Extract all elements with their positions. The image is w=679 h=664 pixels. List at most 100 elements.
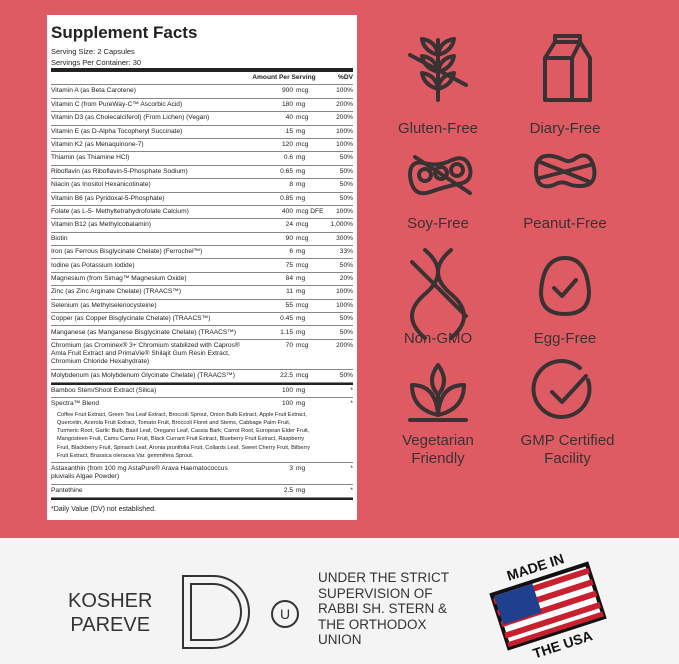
nutrient-name: Manganese (as Manganese Bisglycinate Che…	[51, 328, 237, 336]
nutrient-dv: 100%	[336, 301, 353, 309]
facts-title: Supplement Facts	[51, 23, 198, 42]
nutrient-row: Spectra™ Blend 100 mg *	[51, 398, 353, 410]
nutrient-amount: 100	[281, 400, 293, 408]
nutrient-dv: 100%	[336, 208, 353, 215]
nutrient-dv: *	[350, 486, 353, 494]
nutrient-row: Pantethine 2.5 mg *	[51, 485, 353, 498]
nutrient-unit: mcg	[296, 234, 309, 242]
nutrient-name: Vitamin C (from PureWay-C™ Ascorbic Acid…	[51, 100, 183, 108]
nutrient-row: Astaxanthin (from 100 mg AstaPure® Arava…	[51, 463, 353, 485]
nutrient-unit: mg	[296, 288, 306, 296]
nutrient-name: Bamboo Stem/Shoot Extract (Silica)	[51, 387, 157, 395]
nutrient-row: Biotin 90 mcg 300%	[51, 233, 353, 247]
nutrient-unit: mg	[296, 465, 306, 473]
badge-icons	[408, 34, 597, 422]
nutrient-unit: mcg	[296, 341, 309, 349]
nutrient-row: Vitamin B12 (as Methylcobalamin) 24 mcg 1,0…	[51, 219, 353, 233]
nutrient-name: Magnesium (from Simag™ Magnesium Oxide)	[51, 274, 187, 282]
serving-size: Serving Size: 2 Capsules	[51, 47, 135, 56]
badge-label: Gluten-Free	[397, 120, 479, 137]
kosher-line: KOSHER	[68, 590, 153, 612]
nutrient-row: Magnesium (from Simag™ Magnesium Oxide) 8…	[51, 273, 353, 287]
nutrient-name: Niacin (as Inositol Hexanicotinate)	[51, 181, 151, 189]
statement-line: RABBI SH. STERN &	[318, 601, 448, 616]
nutrient-dv: 50%	[339, 371, 353, 379]
badge-label: GMP Certified Facility	[520, 432, 615, 467]
soy-icon	[408, 155, 473, 196]
nutrient-unit: mcg DFE	[296, 208, 324, 215]
nutrient-dv: 1,000%	[330, 221, 353, 229]
wheat-icon	[408, 37, 468, 102]
nutrient-dv: *	[350, 465, 353, 473]
nutrient-dv: 300%	[336, 234, 353, 242]
nutrient-unit: mcg	[296, 114, 309, 122]
badge-label: Peanut-Free	[523, 215, 607, 232]
nutrient-amount: 22.5	[280, 371, 293, 379]
nutrient-unit: mcg	[296, 87, 309, 95]
nutrient-row: Riboflavin (as Riboflavin-5-Phosphate So…	[51, 166, 353, 180]
nutrient-amount: 55	[285, 301, 293, 309]
nutrient-amount: 90	[285, 234, 293, 242]
nutrient-dv: 50%	[339, 328, 353, 336]
nutrient-unit: mg	[296, 248, 306, 256]
nutrient-dv: 33%	[339, 248, 353, 256]
badge-label: Egg-Free	[533, 330, 597, 347]
nutrient-row: Iodine (as Potassium Iodide) 75 mcg 50%	[51, 259, 353, 273]
nutrient-dv: 100%	[336, 141, 353, 149]
nutrient-dv: 50%	[339, 261, 353, 269]
nutrient-dv: 50%	[339, 181, 353, 189]
nutrient-dv: 100%	[336, 127, 353, 135]
nutrient-row: Iron (as Ferrous Bisglycinate Chelate) (…	[51, 246, 353, 260]
egg-icon	[539, 256, 591, 316]
nutrient-unit: mcg	[296, 141, 309, 149]
nutrient-name: Selenium (as Methylselenocysteine)	[51, 301, 157, 309]
nutrient-name: Biotin	[51, 234, 68, 242]
nutrient-name: Pantethine	[51, 486, 83, 494]
nutrient-amount: 0.6	[283, 154, 293, 162]
badge-label: Soy-Free	[407, 215, 469, 232]
nutrient-name: Vitamin E (as D-Alpha Tocopheryl Succina…	[51, 127, 183, 135]
nutrient-dv: 200%	[336, 114, 353, 122]
dv-header: %DV	[337, 74, 353, 82]
nutrient-amount: 40	[285, 114, 293, 122]
nutrient-unit: mcg	[296, 221, 309, 229]
nutrient-dv: 20%	[339, 274, 353, 282]
nutrient-name: Vitamin B12 (as Methylcobalamin)	[51, 221, 151, 229]
nutrient-row: Vitamin E (as D-Alpha Tocopheryl Succina…	[51, 126, 353, 139]
nutrient-unit: mg	[296, 181, 306, 189]
footnote: *Daily Value (DV) not established.	[51, 505, 156, 513]
nutrient-unit: mg	[296, 387, 306, 395]
nutrient-name: Riboflavin (as Riboflavin-5-Phosphate So…	[51, 167, 188, 175]
nutrient-name: Chromium (as Crominex® 3+ Chromium stabi…	[51, 341, 240, 366]
nutrient-amount: 180	[281, 100, 293, 108]
nutrient-detail: Coffee Fruit Extract, Green Tea Leaf Ext…	[51, 411, 353, 463]
nutrient-amount: 2.5	[283, 486, 293, 494]
nutrient-name: Vitamin A (as Beta Carotene)	[51, 87, 136, 95]
statement-line: UNDER THE STRICT	[318, 570, 450, 585]
kosher-line: PAREVE	[70, 614, 151, 636]
nutrient-row: Thiamin (as Thiamine HCl) 0.6 mg 50%	[51, 152, 353, 166]
nutrient-name: Zinc (as Zinc Arginate Chelate) (TRAACS™…	[51, 288, 182, 296]
nutrient-row: Folate (as L-5- Methyltetrahydrofolate C…	[51, 206, 353, 220]
nutrient-name: Molybdenum (as Molybdenum Glycinate Chel…	[51, 371, 235, 379]
nutrient-row: Zinc (as Zinc Arginate Chelate) (TRAACS™…	[51, 286, 353, 300]
statement-line: SUPERVISION OF	[318, 585, 433, 601]
made-in-usa: MADE IN THE USA	[489, 550, 607, 661]
nutrient-row: Vitamin D3 (as Cholecalciferol) (From Li…	[51, 112, 353, 126]
nutrient-unit: mg	[296, 100, 306, 108]
nutrient-amount: 0.45	[280, 315, 293, 323]
nutrient-row: Vitamin B6 (as Pyridoxal-5-Phosphate) 0.8…	[51, 193, 353, 206]
nutrient-row: Selenium (as Methylselenocysteine) 55 mcg 1…	[51, 300, 353, 314]
servings-per-container: Servings Per Container: 30	[51, 57, 353, 72]
nutrient-amount: 8	[289, 181, 293, 189]
other-rows: Bamboo Stem/Shoot Extract (Silica) 100 mg *…	[51, 385, 353, 498]
nutrient-amount: 100	[281, 387, 293, 395]
nutrient-dv: 50%	[339, 154, 353, 162]
gmp-icon	[531, 359, 592, 419]
nutrient-unit: mg	[296, 400, 306, 408]
nutrient-unit: mcg	[296, 301, 309, 309]
nutrient-name: Copper (as Copper Bisglycinate Chelate) …	[51, 315, 211, 323]
nutrient-dv: 100%	[336, 87, 353, 95]
nutrient-row: Bamboo Stem/Shoot Extract (Silica) 100 mg *	[51, 385, 353, 399]
kosher-label: KOSHER PAREVE	[68, 589, 152, 637]
